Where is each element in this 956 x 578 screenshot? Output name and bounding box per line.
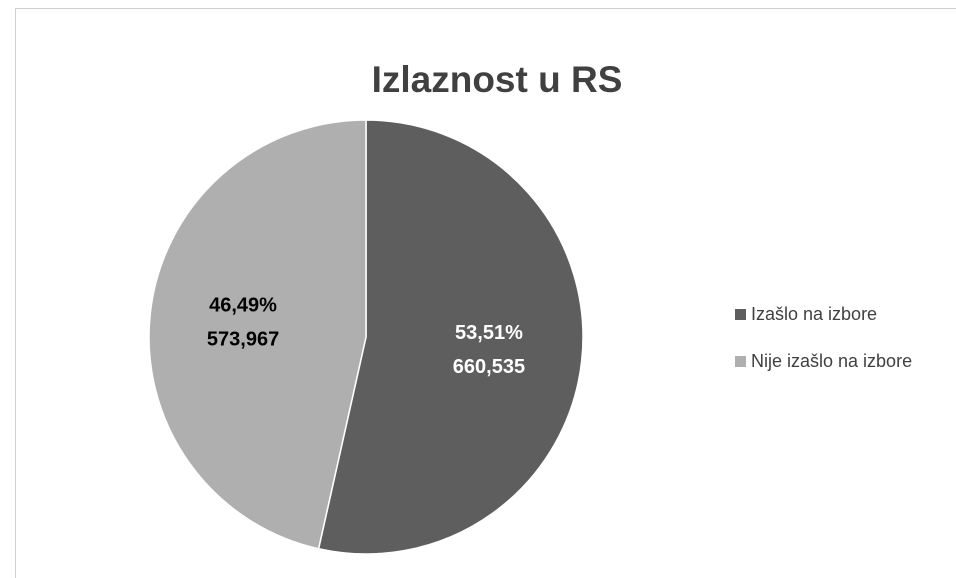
value-label: 573,967: [207, 329, 279, 351]
pie-slice: [317, 119, 584, 555]
percentage-label: 53,51%: [455, 322, 523, 344]
legend-label: Nije izašlo na izbore: [751, 351, 912, 371]
legend-swatch: [735, 309, 746, 320]
legend-label: Izašlo na izbore: [751, 304, 877, 324]
percentage-label: 46,49%: [209, 295, 277, 317]
value-label: 660,535: [453, 356, 525, 378]
legend-swatch: [735, 356, 746, 367]
pie-slice: [148, 119, 367, 550]
chart-title: Izlaznost u RS: [372, 59, 623, 100]
